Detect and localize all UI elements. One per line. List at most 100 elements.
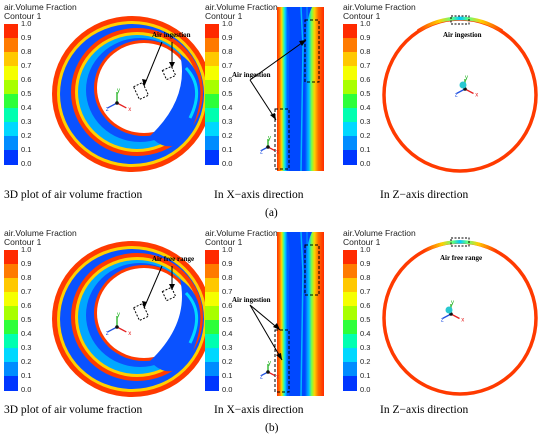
contour-subtitle: Contour 1 [4, 237, 42, 247]
axis-x-label: x [128, 107, 131, 113]
x-direction-strip-b [277, 231, 324, 397]
colorbar-tick-label: 0.1 [21, 371, 32, 380]
colorbar-segment [343, 278, 357, 293]
colorbar-segment [205, 80, 219, 95]
colorbar-tick-label: 0.9 [360, 33, 371, 42]
colorbar-segment [343, 80, 357, 95]
axis-y-label: y [117, 88, 120, 94]
contour-title: air.Volume Fraction [205, 2, 278, 12]
contour-subtitle: Contour 1 [4, 11, 42, 21]
caption-3d-plot: 3D plot of air volume fraction [4, 189, 143, 201]
origin-sphere-shape [445, 306, 453, 314]
colorbar-tick-label: 0.0 [360, 159, 371, 168]
colorbar-segment [343, 320, 357, 335]
colorbar-tick-label: 0.5 [360, 89, 371, 98]
colorbar-segment [205, 52, 219, 67]
axis-x-label: x [276, 374, 279, 380]
colorbar-segment [205, 108, 219, 123]
colorbar-tick-label: 0.1 [360, 145, 371, 154]
colorbar-tick-label: 0.4 [360, 103, 371, 112]
origin-sphere [445, 306, 453, 314]
colorbar-tick-label: 0.9 [21, 259, 32, 268]
colorbar-tick-label: 0.2 [222, 131, 233, 140]
colorbar-segment [4, 264, 18, 279]
colorbar-tick-label: 0.2 [21, 131, 32, 140]
colorbar-tick-label: 0.4 [222, 103, 233, 112]
colorbar-tick-label: 0.2 [222, 357, 233, 366]
z-direction-ring-a [382, 15, 538, 173]
colorbar-segment [205, 38, 219, 53]
panel-label: (a) [265, 207, 278, 219]
colorbar-tick-label: 0.6 [21, 301, 32, 310]
caption-x-direction: In X−axis direction [214, 189, 304, 201]
colorbar-segment [343, 250, 357, 265]
axis-y-label: y [268, 360, 271, 366]
colorbar-segment [4, 122, 18, 137]
colorbar-tick-label: 1.0 [360, 19, 371, 28]
colorbar-tick-label: 0.3 [21, 343, 32, 352]
colorbar-tick-label: 0.4 [21, 329, 32, 338]
axis-z-label: z [106, 331, 109, 337]
annotation-label: Air ingestion [152, 31, 191, 39]
colorbar-tick-label: 0.1 [21, 145, 32, 154]
colorbar-tick-label: 0.0 [222, 385, 233, 394]
colorbar-tick-label: 0.9 [222, 33, 233, 42]
colorbar-segment [205, 250, 219, 265]
colorbar-tick-label: 0.0 [21, 385, 32, 394]
axis-y-label: y [268, 135, 271, 141]
colorbar-tick-label: 0.7 [360, 287, 371, 296]
colorbar-segment [343, 108, 357, 123]
axis-y-label: y [465, 75, 468, 81]
colorbar-segment [205, 24, 219, 39]
colorbar-segment [343, 334, 357, 349]
colorbar-tick-label: 0.8 [222, 273, 233, 282]
contour-subtitle: Contour 1 [343, 11, 381, 21]
axis-z-label: z [441, 317, 444, 323]
axis-z-label: z [455, 92, 458, 98]
colorbar-segment [343, 38, 357, 53]
colorbar-tick-label: 0.4 [222, 329, 233, 338]
axis-origin [266, 370, 270, 374]
colorbar-segment [343, 348, 357, 363]
colorbar-segment [205, 136, 219, 151]
colorbar-segment [4, 80, 18, 95]
colorbar-segment [4, 362, 18, 377]
colorbar-segment [343, 292, 357, 307]
colorbar-segment [4, 94, 18, 109]
axis-y-label: y [117, 312, 120, 318]
colorbar-tick-label: 0.6 [360, 301, 371, 310]
colorbar-segment [205, 66, 219, 81]
colorbar-segment [343, 136, 357, 151]
colorbar-tick-label: 0.0 [360, 385, 371, 394]
contour-subtitle: Contour 1 [205, 11, 243, 21]
colorbar-tick-label: 0.3 [222, 117, 233, 126]
colorbar-tick-label: 0.7 [21, 287, 32, 296]
colorbar-segment [343, 376, 357, 391]
colorbar-segment [343, 52, 357, 67]
colorbar-segment [205, 292, 219, 307]
colorbar-segment [205, 334, 219, 349]
axes-gizmo-graphic: y x z [106, 88, 131, 113]
colorbar-tick-label: 0.5 [222, 89, 233, 98]
colorbar-segment [4, 348, 18, 363]
axes-gizmo-graphic: y x z [106, 312, 131, 337]
colorbar-segment [4, 38, 18, 53]
colorbar-segment [343, 24, 357, 39]
axis-z-label: z [260, 374, 263, 380]
origin-sphere-shape [459, 81, 467, 89]
colorbar-tick-label: 0.7 [360, 61, 371, 70]
colorbar-segment [4, 306, 18, 321]
caption-x-direction: In X−axis direction [214, 404, 304, 416]
colorbar-segment [4, 150, 18, 165]
colorbar-tick-label: 0.8 [222, 47, 233, 56]
colorbar-tick-label: 0.9 [21, 33, 32, 42]
colorbar-tick-label: 0.5 [360, 315, 371, 324]
colorbar-tick-label: 0.7 [222, 287, 233, 296]
z-direction-ring-b [382, 237, 538, 396]
panel-label: (b) [265, 422, 279, 434]
annotation-label: Air ingestion [443, 31, 482, 39]
colorbar-segment [343, 306, 357, 321]
colorbar-segment [4, 66, 18, 81]
contour-subtitle: Contour 1 [343, 237, 381, 247]
